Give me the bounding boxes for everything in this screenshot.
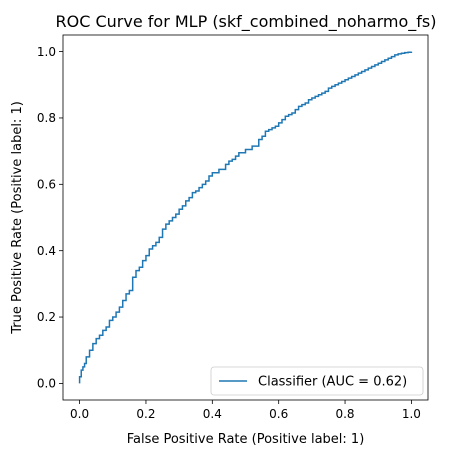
x-tick-label: 1.0 <box>402 407 421 421</box>
y-axis-label: True Positive Rate (Positive label: 1) <box>10 101 25 335</box>
legend: Classifier (AUC = 0.62) <box>210 366 424 396</box>
x-tick-label: 0.0 <box>70 407 89 421</box>
x-tick-label: 0.4 <box>203 407 222 421</box>
y-tick-label: 0.2 <box>37 310 56 324</box>
x-tick-label: 0.2 <box>136 407 155 421</box>
y-tick-label: 0.6 <box>37 178 56 192</box>
legend-label: Classifier (AUC = 0.62) <box>258 375 407 390</box>
y-tick-label: 0.8 <box>37 111 56 125</box>
x-tick-label: 0.8 <box>335 407 354 421</box>
chart-title: ROC Curve for MLP (skf_combined_noharmo_… <box>56 12 437 32</box>
x-axis-label: False Positive Rate (Positive label: 1) <box>127 432 365 447</box>
legend-box <box>210 366 424 396</box>
y-tick-label: 0.0 <box>37 377 56 391</box>
plot-area <box>63 35 428 400</box>
y-tick-label: 0.4 <box>37 244 56 258</box>
axis-ticks: 0.0 0.2 0.4 0.6 0.8 1.0 0.0 0.2 0.4 0.6 0.8 1.0 <box>37 45 421 421</box>
plot-frame <box>62 34 429 401</box>
roc-curve-line <box>78 51 413 384</box>
x-tick-label: 0.6 <box>269 407 288 421</box>
y-tick-label: 1.0 <box>37 45 56 59</box>
